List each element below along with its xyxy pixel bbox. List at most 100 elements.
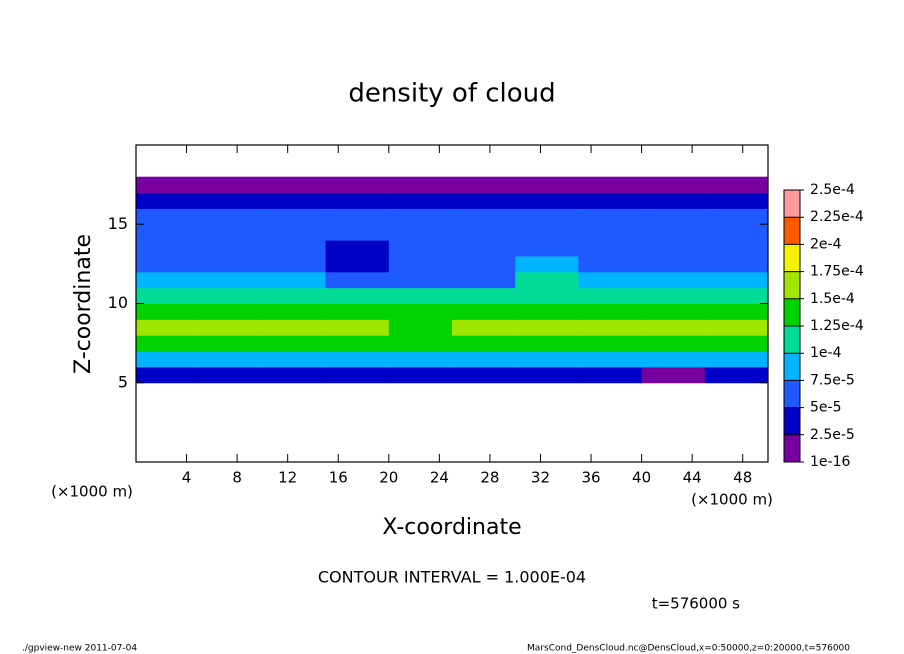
contour-cell — [578, 335, 643, 352]
x-tick-label: 8 — [232, 469, 242, 487]
contour-cell — [704, 271, 769, 289]
time-label: t=576000 s — [652, 595, 740, 613]
contour-cell — [704, 176, 769, 194]
contour-cell — [199, 287, 263, 304]
contour-cell — [262, 176, 327, 194]
contour-cell — [452, 208, 516, 225]
contour-cell — [578, 303, 643, 320]
contour-cell — [388, 303, 453, 320]
contour-cell — [452, 335, 516, 352]
contour-cell — [641, 335, 706, 352]
contour-cell — [199, 319, 263, 336]
contour-cell — [515, 255, 579, 273]
contour-cell — [578, 271, 643, 289]
contour-cell — [515, 335, 579, 352]
contour-cell — [452, 192, 516, 209]
x-tick-label: 48 — [733, 469, 752, 487]
colorbar-swatch — [784, 217, 800, 245]
contour-cell — [262, 208, 327, 225]
contour-cell — [704, 287, 769, 304]
contour-cell — [136, 208, 200, 225]
contour-cell — [262, 255, 327, 273]
x-tick-label: 28 — [480, 469, 499, 487]
x-tick-label: 40 — [632, 469, 651, 487]
contour-cell — [325, 351, 390, 368]
contour-cell — [452, 366, 516, 384]
contour-cell — [136, 366, 200, 384]
contour-cell — [262, 335, 327, 352]
footer-left: ./gpview-new 2011-07-04 — [22, 644, 137, 654]
contour-cell — [641, 192, 706, 209]
x-tick-label: 4 — [182, 469, 192, 487]
contour-cell — [704, 255, 769, 273]
contour-cell — [641, 208, 706, 225]
contour-cell — [641, 319, 706, 336]
x-tick-label: 12 — [278, 469, 297, 487]
x-axis-label: X-coordinate — [382, 515, 521, 540]
contour-cell — [704, 192, 769, 209]
contour-cell — [325, 335, 390, 352]
chart-title: density of cloud — [348, 79, 555, 109]
contour-cell — [136, 351, 200, 368]
contour-cell — [578, 208, 643, 225]
contour-cell — [515, 240, 579, 257]
contour-cell — [388, 335, 453, 352]
x-tick-label: 44 — [683, 469, 702, 487]
contour-cell — [515, 176, 579, 194]
contour-cell — [704, 208, 769, 225]
contour-cell — [325, 287, 390, 304]
contour-cell — [325, 192, 390, 209]
colorbar-label: 2e-4 — [810, 236, 842, 252]
contour-cell — [325, 176, 390, 194]
x-tick-label: 32 — [531, 469, 550, 487]
colorbar-label: 2.5e-4 — [810, 182, 855, 198]
contour-cell — [388, 287, 453, 304]
contour-cell — [515, 208, 579, 225]
colorbar-label: 1.5e-4 — [810, 291, 855, 307]
contour-cell — [199, 351, 263, 368]
colorbar-label: 2.5e-5 — [810, 427, 855, 443]
contour-cell — [578, 255, 643, 273]
contour-cell — [578, 319, 643, 336]
contour-cell — [199, 192, 263, 209]
contour-cell — [262, 351, 327, 368]
contour-cell — [578, 176, 643, 194]
x-tick-label: 24 — [430, 469, 449, 487]
colorbar-swatch — [784, 244, 800, 272]
contour-cell — [199, 271, 263, 289]
contour-cell — [704, 319, 769, 336]
x-tick-label: 20 — [379, 469, 398, 487]
contour-cell — [136, 224, 200, 241]
colorbar-swatch — [784, 434, 800, 462]
x-tick-label: 16 — [329, 469, 348, 487]
contour-cell — [262, 271, 327, 289]
contour-cell — [199, 176, 263, 194]
contour-cell — [641, 303, 706, 320]
contour-cell — [199, 366, 263, 384]
contour-cell — [136, 303, 200, 320]
colorbar-label: 1.25e-4 — [810, 318, 864, 334]
contour-cell — [641, 176, 706, 194]
contour-cell — [515, 319, 579, 336]
contour-cell — [578, 192, 643, 209]
contour-cell — [262, 224, 327, 241]
colorbar-label: 7.5e-5 — [810, 372, 855, 388]
contour-cell — [452, 351, 516, 368]
contour-cell — [388, 271, 453, 289]
contour-cell — [325, 271, 390, 289]
contour-cell — [641, 287, 706, 304]
contour-cell — [515, 303, 579, 320]
contour-cell — [515, 351, 579, 368]
contour-cell — [452, 319, 516, 336]
colorbar-swatch — [784, 190, 800, 218]
contour-cell — [452, 224, 516, 241]
colorbar-swatch — [784, 380, 800, 408]
contour-cell — [515, 224, 579, 241]
contour-cell — [199, 208, 263, 225]
contour-cell — [325, 255, 390, 273]
contour-cell — [262, 192, 327, 209]
contour-cell — [325, 319, 390, 336]
contour-cell — [388, 351, 453, 368]
contour-cell — [136, 287, 200, 304]
contour-cell — [704, 240, 769, 257]
